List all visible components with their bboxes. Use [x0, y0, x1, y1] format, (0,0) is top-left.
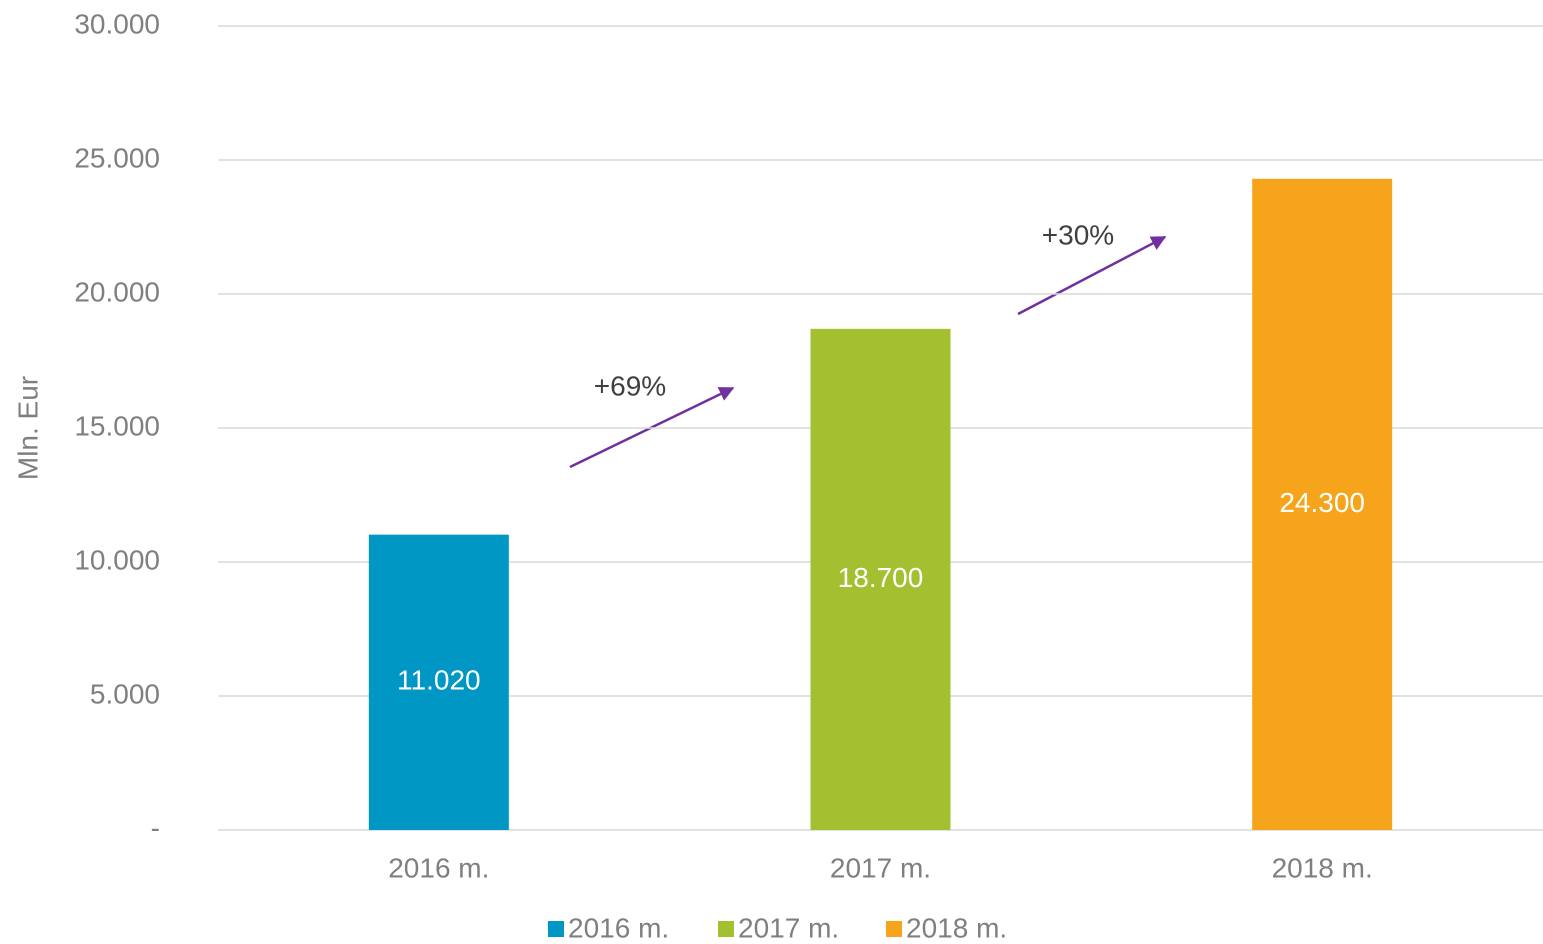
arrow — [1017, 235, 1167, 316]
bar — [1252, 178, 1393, 830]
annotation: +30% — [1042, 219, 1114, 250]
y-tick-label: 10.000 — [74, 544, 160, 575]
legend-swatch — [718, 921, 734, 937]
y-tick-label: 25.000 — [74, 142, 160, 173]
y-tick-label: - — [151, 812, 160, 843]
legend-label: 2018 m. — [906, 912, 1007, 943]
legend-swatch — [886, 921, 902, 937]
y-tick-label: 15.000 — [74, 410, 160, 441]
x-tick-label: 2018 m. — [1272, 852, 1373, 883]
value-label: 11.020 — [397, 665, 481, 696]
legend-label: 2017 m. — [738, 912, 839, 943]
y-axis-label: Mln. Eur — [12, 376, 43, 480]
y-tick-label: 30.000 — [74, 8, 160, 39]
value-label: 18.700 — [838, 562, 924, 593]
bar — [368, 534, 509, 830]
y-tick-label: 5.000 — [90, 678, 160, 709]
y-tick-label: 20.000 — [74, 276, 160, 307]
x-tick-label: 2017 m. — [830, 852, 931, 883]
legend-swatch — [548, 921, 564, 937]
annotation: +69% — [594, 370, 666, 401]
value-label: 24.300 — [1279, 487, 1365, 518]
legend-label: 2016 m. — [568, 912, 669, 943]
bar — [810, 328, 951, 830]
x-tick-label: 2016 m. — [388, 852, 489, 883]
